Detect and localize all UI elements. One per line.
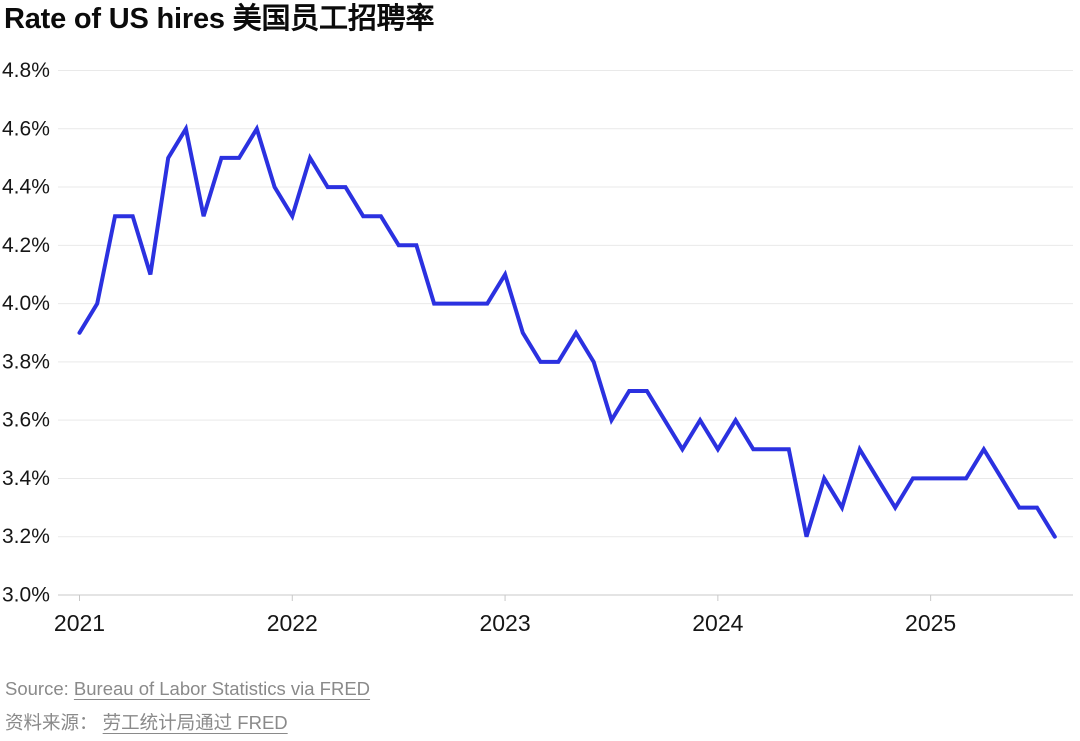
y-axis-label: 4.8% (2, 59, 50, 82)
y-axis-label: 3.8% (2, 350, 50, 373)
gridlines (58, 70, 1073, 596)
y-axis-labels: 4.8% 4.6% 4.4% 4.2% 4.0% 3.8% 3.6% 3.4% 3.2% 3.0% (2, 59, 50, 607)
y-axis-label: 4.2% (2, 234, 50, 257)
y-axis-label: 4.4% (2, 176, 50, 199)
y-axis-label: 4.6% (2, 117, 50, 140)
x-axis-label: 2023 (479, 610, 530, 636)
x-axis-label: 2021 (54, 610, 105, 636)
y-axis-label: 3.2% (2, 525, 50, 548)
y-axis-label: 3.6% (2, 409, 50, 432)
x-axis-label: 2024 (692, 610, 743, 636)
x-axis-label: 2025 (905, 610, 956, 636)
y-axis-label: 3.0% (2, 584, 50, 607)
x-axis-label: 2022 (267, 610, 318, 636)
source-prefix-zh: 资料来源： (5, 712, 98, 733)
y-axis-label: 4.0% (2, 292, 50, 315)
hires-line-chart: 4.8% 4.6% 4.4% 4.2% 4.0% 3.8% 3.6% 3.4% 3.2% 3.0%… (2, 59, 1073, 636)
source-en: Source: Bureau of Labor Statistics via F… (5, 678, 370, 700)
x-axis: 2021 2022 2023 2024 2025 (54, 595, 956, 636)
hires-rate-line-series (77, 123, 1057, 539)
source-link-en[interactable]: Bureau of Labor Statistics via FRED (73, 678, 371, 699)
source-link-zh[interactable]: 劳工统计局通过 FRED (102, 712, 288, 733)
chart-title: Rate of US hires 美国员工招聘率 (4, 3, 435, 35)
y-axis-label: 3.4% (2, 467, 50, 490)
source-prefix-en: Source: (5, 678, 69, 699)
source-zh: 资料来源： 劳工统计局通过 FRED (5, 709, 288, 735)
